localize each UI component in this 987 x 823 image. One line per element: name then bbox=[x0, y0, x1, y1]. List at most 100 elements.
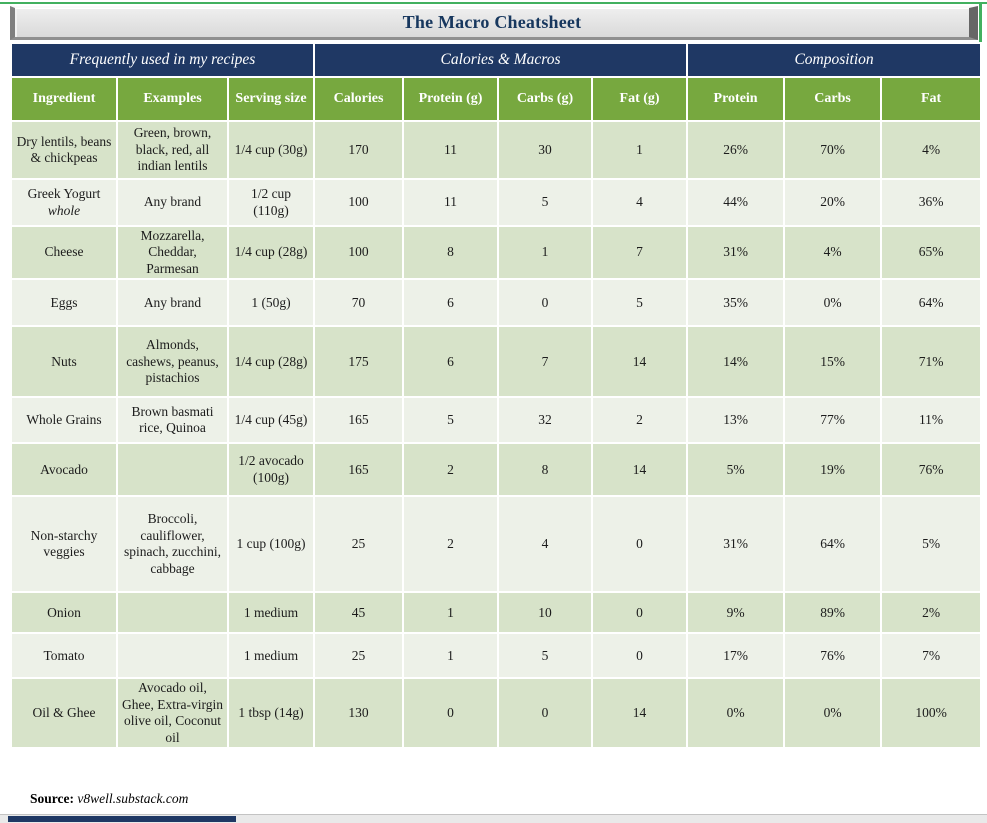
cell-carbs-pct: 15% bbox=[783, 325, 883, 399]
table-row: Non-starchy veggies Broccoli, cauliflower… bbox=[10, 495, 983, 594]
cell-carbs-g: 5 bbox=[497, 178, 594, 227]
cell-protein-g: 0 bbox=[402, 677, 500, 750]
column-header-fat-g: Fat (g) bbox=[591, 76, 689, 122]
cell-carbs-pct: 70% bbox=[783, 120, 883, 180]
cell-serving-size: 1 medium bbox=[226, 632, 316, 680]
cell-protein-pct: 14% bbox=[686, 325, 786, 399]
cell-fat-g: 14 bbox=[591, 325, 689, 399]
cell-protein-g: 2 bbox=[402, 495, 500, 594]
cell-fat-g: 5 bbox=[591, 278, 689, 328]
cell-carbs-pct: 4% bbox=[783, 224, 883, 281]
cell-calories: 175 bbox=[313, 325, 405, 399]
table-row: Cheese Mozzarella, Cheddar, Parmesan 1/4 c… bbox=[10, 224, 983, 281]
cell-carbs-pct: 19% bbox=[783, 442, 883, 498]
scrollbar-track[interactable] bbox=[0, 814, 987, 823]
source-label: Source: bbox=[30, 791, 74, 806]
table-row: Dry lentils, beans & chickpeas Green, bro… bbox=[10, 120, 983, 180]
cell-carbs-g: 10 bbox=[497, 591, 594, 635]
cell-protein-pct: 17% bbox=[686, 632, 786, 680]
cell-ingredient: Dry lentils, beans & chickpeas bbox=[10, 120, 118, 180]
cell-fat-pct: 64% bbox=[880, 278, 983, 328]
cell-fat-g: 14 bbox=[591, 677, 689, 750]
cell-serving-size: 1 cup (100g) bbox=[226, 495, 316, 594]
cell-protein-g: 1 bbox=[402, 591, 500, 635]
cell-fat-g: 0 bbox=[591, 591, 689, 635]
cell-fat-pct: 2% bbox=[880, 591, 983, 635]
cell-calories: 100 bbox=[313, 178, 405, 227]
cell-carbs-g: 0 bbox=[497, 677, 594, 750]
cell-carbs-g: 5 bbox=[497, 632, 594, 680]
column-header-calories: Calories bbox=[313, 76, 405, 122]
cell-protein-g: 8 bbox=[402, 224, 500, 281]
cell-carbs-pct: 0% bbox=[783, 677, 883, 750]
title-bar: The Macro Cheatsheet bbox=[10, 6, 978, 40]
column-header-fat-pct: Fat bbox=[880, 76, 983, 122]
cell-ingredient: Eggs bbox=[10, 278, 118, 328]
cell-carbs-pct: 76% bbox=[783, 632, 883, 680]
cell-calories: 25 bbox=[313, 632, 405, 680]
source-url: v8well.substack.com bbox=[77, 791, 189, 806]
column-header-protein-pct: Protein bbox=[686, 76, 786, 122]
cell-serving-size: 1 medium bbox=[226, 591, 316, 635]
accent-top-line bbox=[0, 2, 987, 4]
column-header-carbs-g: Carbs (g) bbox=[497, 76, 594, 122]
column-header-carbs-pct: Carbs bbox=[783, 76, 883, 122]
cell-fat-g: 7 bbox=[591, 224, 689, 281]
cell-fat-pct: 7% bbox=[880, 632, 983, 680]
cell-examples: Any brand bbox=[116, 178, 229, 227]
cell-carbs-pct: 77% bbox=[783, 396, 883, 445]
scrollbar-thumb[interactable] bbox=[8, 816, 236, 822]
cell-fat-pct: 76% bbox=[880, 442, 983, 498]
cell-protein-pct: 13% bbox=[686, 396, 786, 445]
cell-fat-pct: 65% bbox=[880, 224, 983, 281]
cell-protein-pct: 31% bbox=[686, 224, 786, 281]
table-row: Greek Yogurt whole Any brand 1/2 cup (110g)… bbox=[10, 178, 983, 227]
cell-carbs-g: 4 bbox=[497, 495, 594, 594]
cell-examples: Avocado oil, Ghee, Extra-virgin olive oi… bbox=[116, 677, 229, 750]
cell-carbs-g: 8 bbox=[497, 442, 594, 498]
cell-calories: 165 bbox=[313, 442, 405, 498]
cell-fat-g: 4 bbox=[591, 178, 689, 227]
cell-ingredient: Greek Yogurt whole bbox=[10, 178, 118, 227]
cell-examples: Green, brown, black, red, all indian len… bbox=[116, 120, 229, 180]
page-title: The Macro Cheatsheet bbox=[402, 12, 582, 32]
cell-calories: 165 bbox=[313, 396, 405, 445]
column-header-serving-size: Serving size bbox=[226, 76, 316, 122]
cell-carbs-pct: 89% bbox=[783, 591, 883, 635]
cell-carbs-pct: 64% bbox=[783, 495, 883, 594]
cell-serving-size: 1/2 avocado (100g) bbox=[226, 442, 316, 498]
cell-carbs-g: 7 bbox=[497, 325, 594, 399]
cell-protein-pct: 0% bbox=[686, 677, 786, 750]
cell-ingredient: Whole Grains bbox=[10, 396, 118, 445]
cell-fat-pct: 5% bbox=[880, 495, 983, 594]
cell-examples bbox=[116, 591, 229, 635]
cell-serving-size: 1 tbsp (14g) bbox=[226, 677, 316, 750]
table-row: Onion 1 medium 45 1 10 0 9% 89% 2% bbox=[10, 591, 983, 635]
cell-fat-g: 0 bbox=[591, 632, 689, 680]
cell-ingredient: Onion bbox=[10, 591, 118, 635]
cell-serving-size: 1/4 cup (28g) bbox=[226, 325, 316, 399]
cell-ingredient: Tomato bbox=[10, 632, 118, 680]
cell-protein-g: 6 bbox=[402, 325, 500, 399]
column-header-ingredient: Ingredient bbox=[10, 76, 118, 122]
cell-protein-g: 1 bbox=[402, 632, 500, 680]
cell-fat-pct: 71% bbox=[880, 325, 983, 399]
cell-ingredient: Cheese bbox=[10, 224, 118, 281]
cell-protein-pct: 5% bbox=[686, 442, 786, 498]
cell-serving-size: 1 (50g) bbox=[226, 278, 316, 328]
accent-right-line bbox=[979, 2, 982, 43]
cell-calories: 25 bbox=[313, 495, 405, 594]
cell-serving-size: 1/4 cup (30g) bbox=[226, 120, 316, 180]
cell-ingredient: Oil & Ghee bbox=[10, 677, 118, 750]
cell-fat-g: 2 bbox=[591, 396, 689, 445]
group-header-calories-macros: Calories & Macros bbox=[313, 42, 689, 78]
cell-protein-g: 11 bbox=[402, 120, 500, 180]
cell-calories: 70 bbox=[313, 278, 405, 328]
cell-carbs-g: 32 bbox=[497, 396, 594, 445]
cell-ingredient: Avocado bbox=[10, 442, 118, 498]
table-row: Whole Grains Brown basmati rice, Quinoa 1/… bbox=[10, 396, 983, 445]
cell-carbs-g: 0 bbox=[497, 278, 594, 328]
cell-examples bbox=[116, 442, 229, 498]
cell-examples: Any brand bbox=[116, 278, 229, 328]
